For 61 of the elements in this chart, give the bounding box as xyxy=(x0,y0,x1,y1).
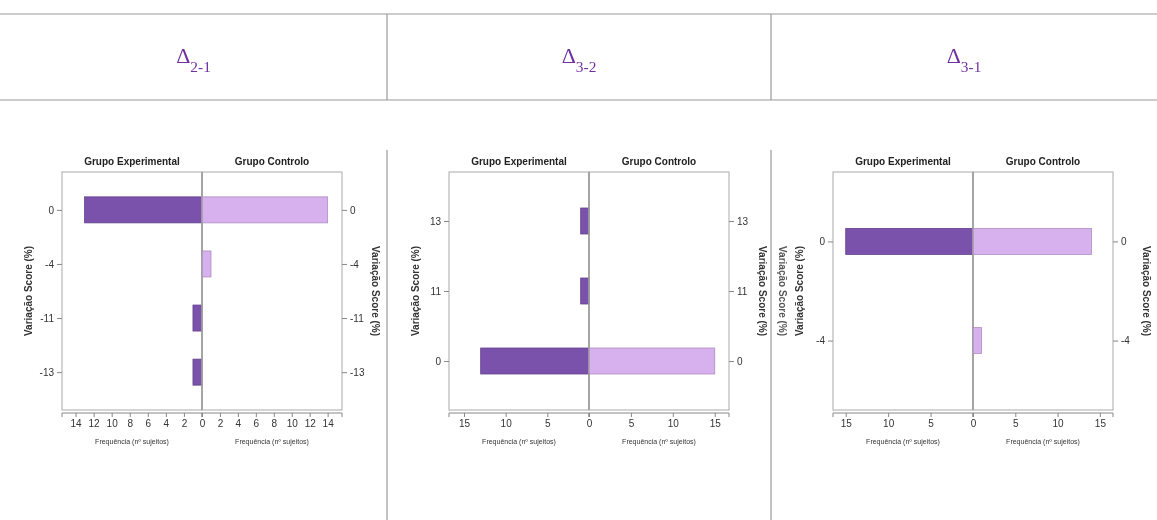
x-tick-label: 4 xyxy=(163,418,170,430)
chart-subtitle: Grupo Controlo xyxy=(234,156,310,167)
x-tick-label: 2 xyxy=(181,418,188,430)
y-axis-title: Variação Score (%) xyxy=(370,245,381,337)
y-axis-title: Variação Score (%) xyxy=(23,245,34,337)
x-tick-label: 0 xyxy=(199,418,206,430)
x-tick-label: 10 xyxy=(500,418,513,430)
y-tick-label: -4 xyxy=(1121,335,1131,347)
x-tick-label: 15 xyxy=(458,418,471,430)
y-tick-label: 11 xyxy=(737,285,748,297)
x-tick-label: 5 xyxy=(928,418,935,430)
x-tick-label: 10 xyxy=(286,418,299,430)
y-tick-label: -4 xyxy=(45,258,55,270)
chart-subtitle: Grupo Experimental xyxy=(84,156,181,167)
x-tick-label: 2 xyxy=(217,418,224,430)
y-tick-label: -11 xyxy=(40,312,55,324)
chart-subtitle: Grupo Controlo xyxy=(1005,156,1081,167)
y-tick-label: 0 xyxy=(737,355,743,367)
x-tick-label: 6 xyxy=(253,418,260,430)
x-tick-label: 14 xyxy=(70,418,83,430)
x-tick-label: 10 xyxy=(883,418,895,430)
y-tick-label: -11 xyxy=(350,312,365,324)
x-tick-label: 5 xyxy=(1013,418,1020,430)
chart-subtitle: Grupo Experimental xyxy=(471,156,568,167)
y-axis-title: Variação Score (%) xyxy=(794,245,805,337)
x-tick-label: 5 xyxy=(628,418,635,430)
chart-title: Δ$_{3-2}$ xyxy=(561,43,597,75)
y-tick-label: 0 xyxy=(435,355,442,367)
x-tick-label: 12 xyxy=(304,418,317,430)
y-tick-label: 11 xyxy=(430,285,442,297)
x-tick-label: 0 xyxy=(586,418,593,430)
x-tick-label: 8 xyxy=(271,418,278,430)
y-axis-title: Variação Score (%) xyxy=(410,245,421,337)
y-tick-label: -13 xyxy=(350,366,365,378)
y-tick-label: -4 xyxy=(350,258,360,270)
x-tick-label: 10 xyxy=(106,418,119,430)
y-tick-label: 0 xyxy=(350,204,356,216)
y-tick-label: 13 xyxy=(429,215,442,227)
x-tick-label: 8 xyxy=(127,418,134,430)
x-tick-label: 6 xyxy=(145,418,152,430)
x-tick-label: 14 xyxy=(322,418,335,430)
chart-subtitle: Grupo Controlo xyxy=(621,156,697,167)
x-tick-label: 15 xyxy=(709,418,722,430)
chart-title: Δ$_{2-1}$ xyxy=(176,43,211,75)
x-tick-label: 10 xyxy=(1052,418,1065,430)
y-axis-title: Variação Score (%) xyxy=(757,245,768,337)
x-tick-label: 15 xyxy=(1094,418,1107,430)
x-tick-label: 12 xyxy=(88,418,101,430)
text: Variação Score (%) xyxy=(777,245,788,337)
y-tick-label: 0 xyxy=(48,204,55,216)
x-tick-label: 0 xyxy=(970,418,977,430)
x-tick-label: 5 xyxy=(545,418,552,430)
y-axis-title: Variação Score (%) xyxy=(1141,245,1152,337)
x-tick-label: 10 xyxy=(667,418,680,430)
chart-title: Δ$_{3-1}$ xyxy=(946,43,982,75)
x-tick-label: 4 xyxy=(235,418,242,430)
x-tick-label: 15 xyxy=(840,418,853,430)
y-tick-label: -4 xyxy=(816,335,826,347)
chart-subtitle: Grupo Experimental xyxy=(855,156,952,167)
y-tick-label: 13 xyxy=(737,215,749,227)
y-tick-label: -13 xyxy=(39,366,55,378)
